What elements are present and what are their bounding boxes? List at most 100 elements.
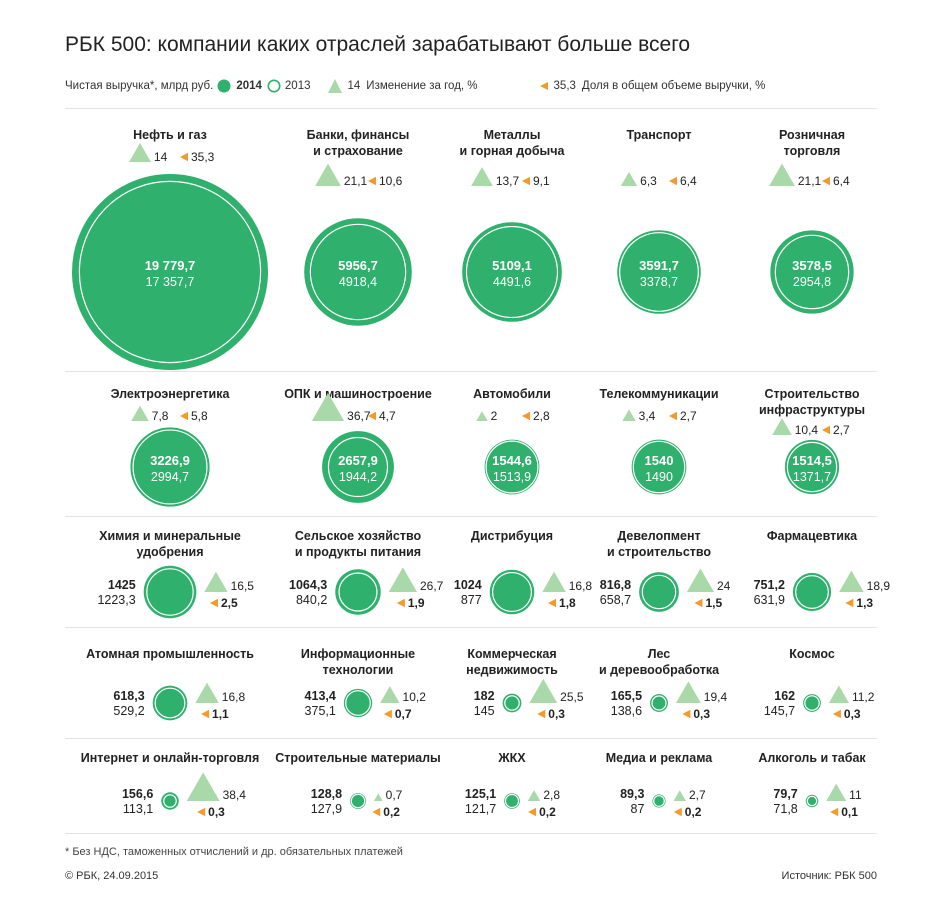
change-triangle-8 [622, 409, 636, 421]
share-value-13: 1,5 [705, 596, 722, 610]
industry-name-10-line2: удобрения [136, 545, 203, 559]
rev-2013-1: 4918,4 [339, 275, 377, 289]
separator-bottom [65, 833, 877, 834]
circle-2013-1 [309, 223, 407, 321]
circle-2014-23 [652, 794, 666, 808]
change-value-17: 25,5 [560, 690, 584, 704]
rev-2014-14: 751,2 [754, 578, 785, 592]
legend-change-example: 14 [347, 80, 361, 92]
industry-name-10: Химия и минеральные [99, 529, 241, 543]
circle-2013-3 [619, 232, 699, 312]
industry-name-16-line2: технологии [323, 663, 394, 677]
change-value-3: 6,3 [640, 174, 657, 188]
share-arrow-8 [669, 411, 677, 421]
change-triangle-1 [315, 163, 341, 186]
legend-change-label: Изменение за год, % [366, 80, 478, 92]
rev-2013-17: 145 [474, 704, 495, 718]
circle-2013-23 [653, 795, 665, 807]
circle-2014-11 [335, 569, 381, 615]
change-value-1: 21,1 [344, 174, 368, 188]
legend: Чистая выручка*, млрд руб. 2014 2013 14 … [65, 78, 765, 94]
share-arrow-18 [682, 709, 691, 719]
legend-share-example: 35,3 [553, 80, 576, 92]
circle-2013-14 [795, 575, 829, 609]
circle-2014-1 [304, 218, 412, 326]
legend-share-label: Доля в общем объеме выручки, % [581, 80, 766, 92]
share-value-23: 0,2 [685, 805, 702, 819]
circle-2013-11 [338, 572, 378, 612]
rev-2013-22: 121,7 [465, 802, 496, 816]
share-arrow-22 [528, 807, 537, 817]
rev-2013-21: 127,9 [311, 802, 342, 816]
change-value-8: 3,4 [639, 409, 656, 423]
rev-2014-10: 1425 [108, 578, 136, 592]
change-triangle-5 [131, 405, 149, 421]
share-arrow-17 [537, 709, 546, 719]
change-triangle-20 [186, 772, 220, 801]
circle-2013-18 [651, 695, 667, 711]
rev-2014-9: 1514,5 [792, 453, 832, 468]
share-arrow-10 [209, 598, 218, 608]
legend-triangle-icon [327, 79, 342, 93]
industry-name-13-line2: и строительство [607, 545, 711, 559]
share-arrow-5 [180, 411, 188, 421]
legend-2013-label: 2013 [284, 80, 311, 92]
rev-2014-19: 162 [774, 689, 795, 703]
share-value-19: 0,3 [844, 707, 861, 721]
change-value-4: 21,1 [798, 174, 822, 188]
source-note: Источник: РБК 500 [781, 870, 877, 882]
share-value-21: 0,2 [383, 805, 400, 819]
change-triangle-3 [620, 171, 638, 186]
circle-2014-0 [72, 174, 268, 370]
legend-revenue-label: Чистая выручка*, млрд руб. [65, 80, 214, 92]
change-value-9: 10,4 [795, 423, 819, 437]
circle-2014-3 [617, 230, 701, 314]
industry-name-8: Телекоммуникации [599, 387, 718, 401]
circle-2014-5 [130, 427, 210, 507]
share-value-14: 1,3 [856, 596, 873, 610]
industry-name-11-line2: и продукты питания [295, 545, 421, 559]
rev-2014-8: 1540 [645, 453, 674, 468]
share-arrow-13 [694, 598, 703, 608]
industry-name-20: Интернет и онлайн-торговля [81, 751, 259, 765]
change-value-2: 13,7 [496, 174, 520, 188]
change-triangle-2 [471, 167, 493, 186]
industry-name-19: Космос [789, 647, 835, 661]
industry-name-1: Банки, финансы [307, 128, 410, 142]
rev-2013-4: 2954,8 [793, 275, 831, 289]
circle-2013-24 [806, 795, 818, 807]
change-value-10: 16,5 [231, 579, 255, 593]
share-arrow-4 [822, 176, 830, 186]
share-arrow-24 [830, 807, 839, 817]
change-value-24: 11 [849, 788, 862, 802]
share-value-1: 10,6 [379, 174, 403, 188]
share-arrow-6 [368, 411, 376, 421]
share-value-15: 1,1 [212, 707, 229, 721]
industry-name-4: Розничная [779, 128, 845, 142]
share-value-10: 2,5 [221, 596, 238, 610]
share-value-4: 6,4 [833, 174, 850, 188]
change-value-5: 7,8 [152, 409, 169, 423]
industry-name-16: Информационные [301, 647, 415, 661]
rev-2013-12: 877 [461, 593, 482, 607]
circle-2013-21 [350, 793, 366, 809]
change-triangle-10 [204, 571, 228, 592]
circle-2013-8 [632, 440, 686, 494]
rev-2013-3: 3378,7 [640, 275, 678, 289]
circle-2014-15 [152, 685, 188, 721]
footnote: * Без НДС, таможенных отчислений и др. о… [65, 846, 403, 858]
share-value-22: 0,2 [539, 805, 556, 819]
industry-name-9-line2: инфраструктуры [759, 403, 865, 417]
circle-2013-22 [504, 793, 520, 809]
industry-name-2: Металлы [484, 128, 541, 142]
change-value-14: 18,9 [867, 579, 891, 593]
rev-2013-23: 87 [631, 802, 645, 816]
rev-2013-13: 658,7 [600, 593, 631, 607]
circle-2014-19 [803, 694, 821, 712]
rev-2013-14: 631,9 [754, 593, 785, 607]
circle-2014-12 [489, 569, 535, 615]
circle-2014-21 [350, 793, 366, 809]
circle-2014-9 [784, 439, 840, 495]
change-value-19: 11,2 [852, 690, 875, 704]
change-triangle-12 [542, 571, 566, 592]
